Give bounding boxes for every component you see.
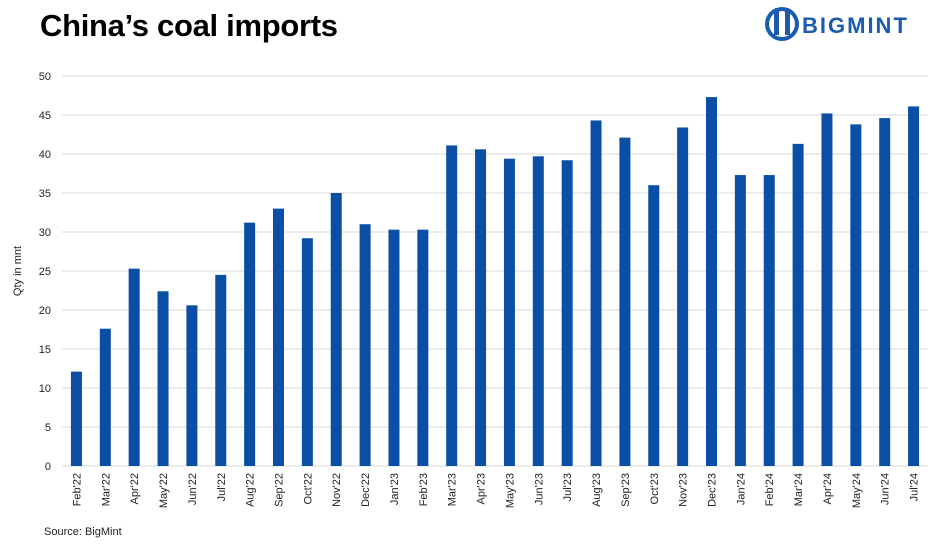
y-tick-label: 40 bbox=[39, 149, 51, 161]
x-tick-label: May'23 bbox=[504, 473, 516, 508]
bar bbox=[821, 113, 833, 466]
bar bbox=[446, 145, 458, 467]
bar bbox=[706, 97, 717, 466]
bar bbox=[388, 229, 400, 466]
y-tick-label: 25 bbox=[39, 266, 51, 278]
bar bbox=[619, 137, 631, 466]
bar bbox=[792, 143, 804, 467]
x-tick-label: Nov'23 bbox=[678, 473, 690, 507]
y-tick-label: 5 bbox=[45, 422, 51, 434]
x-tick-label: Apr'24 bbox=[822, 473, 834, 504]
grid-lines bbox=[62, 75, 928, 467]
bar bbox=[734, 175, 746, 466]
bar bbox=[850, 124, 862, 467]
bar bbox=[99, 328, 111, 466]
bar bbox=[908, 106, 920, 467]
x-axis-ticks: Feb'22 Mar'22 Apr'22 May'22 Jun'22 Jul'22 Aug'… bbox=[71, 473, 920, 508]
bar bbox=[648, 185, 660, 466]
bar bbox=[157, 291, 169, 466]
x-tick-label: Feb'22 bbox=[71, 473, 83, 506]
x-tick-label: May'22 bbox=[158, 473, 170, 508]
x-tick-label: Apr'22 bbox=[129, 473, 141, 504]
y-tick-label: 30 bbox=[39, 227, 51, 239]
x-tick-label: Mar'24 bbox=[793, 473, 805, 506]
bar bbox=[475, 149, 487, 466]
x-tick-label: Jul'23 bbox=[562, 473, 574, 501]
bar bbox=[215, 274, 227, 466]
x-tick-label: Oct'22 bbox=[302, 473, 314, 504]
bar bbox=[186, 305, 198, 466]
bar bbox=[273, 208, 284, 466]
bar bbox=[677, 127, 689, 466]
bigmint-logo: BIGMINT bbox=[764, 4, 928, 44]
x-tick-label: Jun'24 bbox=[880, 473, 892, 505]
bar bbox=[879, 118, 891, 467]
bar bbox=[590, 120, 602, 467]
y-axis-label: Qty in mnt bbox=[12, 246, 24, 296]
bar bbox=[330, 193, 342, 466]
x-tick-label: Jan'23 bbox=[389, 473, 401, 505]
bar bbox=[503, 158, 515, 466]
bar bbox=[70, 371, 82, 466]
y-tick-label: 20 bbox=[39, 305, 51, 317]
x-tick-label: Aug'22 bbox=[245, 473, 257, 507]
x-tick-label: Dec'23 bbox=[707, 473, 719, 507]
x-tick-label: Jun'23 bbox=[533, 473, 545, 505]
y-axis-ticks: 0 5 10 15 20 25 30 35 40 45 50 bbox=[39, 71, 51, 473]
x-tick-label: Mar'22 bbox=[100, 473, 112, 506]
bar bbox=[128, 268, 140, 466]
y-tick-label: 50 bbox=[39, 71, 51, 83]
bar bbox=[532, 156, 544, 466]
bar bbox=[244, 222, 256, 466]
x-tick-label: Sep'22 bbox=[274, 473, 286, 507]
source-note: Source: BigMint bbox=[44, 526, 122, 538]
y-tick-label: 15 bbox=[39, 344, 51, 356]
bar-series bbox=[70, 97, 920, 467]
x-tick-label: Apr'23 bbox=[476, 473, 488, 504]
x-tick-label: Jan'24 bbox=[735, 473, 747, 505]
x-tick-label: Jul'22 bbox=[216, 473, 228, 501]
x-tick-label: Nov'22 bbox=[331, 473, 343, 507]
y-tick-label: 0 bbox=[45, 461, 51, 473]
bar bbox=[417, 229, 429, 466]
logo-text: BIGMINT bbox=[802, 13, 909, 38]
y-tick-label: 35 bbox=[39, 188, 51, 200]
bar bbox=[763, 175, 775, 466]
x-tick-label: Feb'24 bbox=[764, 473, 776, 506]
chart-title: China’s coal imports bbox=[40, 8, 338, 43]
x-tick-label: Jun'22 bbox=[187, 473, 199, 505]
x-tick-label: Aug'23 bbox=[591, 473, 603, 507]
x-tick-label: Oct'23 bbox=[649, 473, 661, 504]
x-tick-label: May'24 bbox=[851, 473, 863, 508]
x-tick-label: Mar'23 bbox=[447, 473, 459, 506]
bigmint-logo-icon bbox=[765, 7, 799, 41]
bar bbox=[301, 238, 313, 466]
x-tick-label: Sep'23 bbox=[620, 473, 632, 507]
y-tick-label: 45 bbox=[39, 110, 51, 122]
x-tick-label: Jul'24 bbox=[909, 473, 921, 501]
bar bbox=[561, 160, 573, 467]
y-tick-label: 10 bbox=[39, 383, 51, 395]
x-tick-label: Dec'22 bbox=[360, 473, 372, 507]
x-tick-label: Feb'23 bbox=[418, 473, 430, 506]
bar bbox=[359, 224, 371, 466]
